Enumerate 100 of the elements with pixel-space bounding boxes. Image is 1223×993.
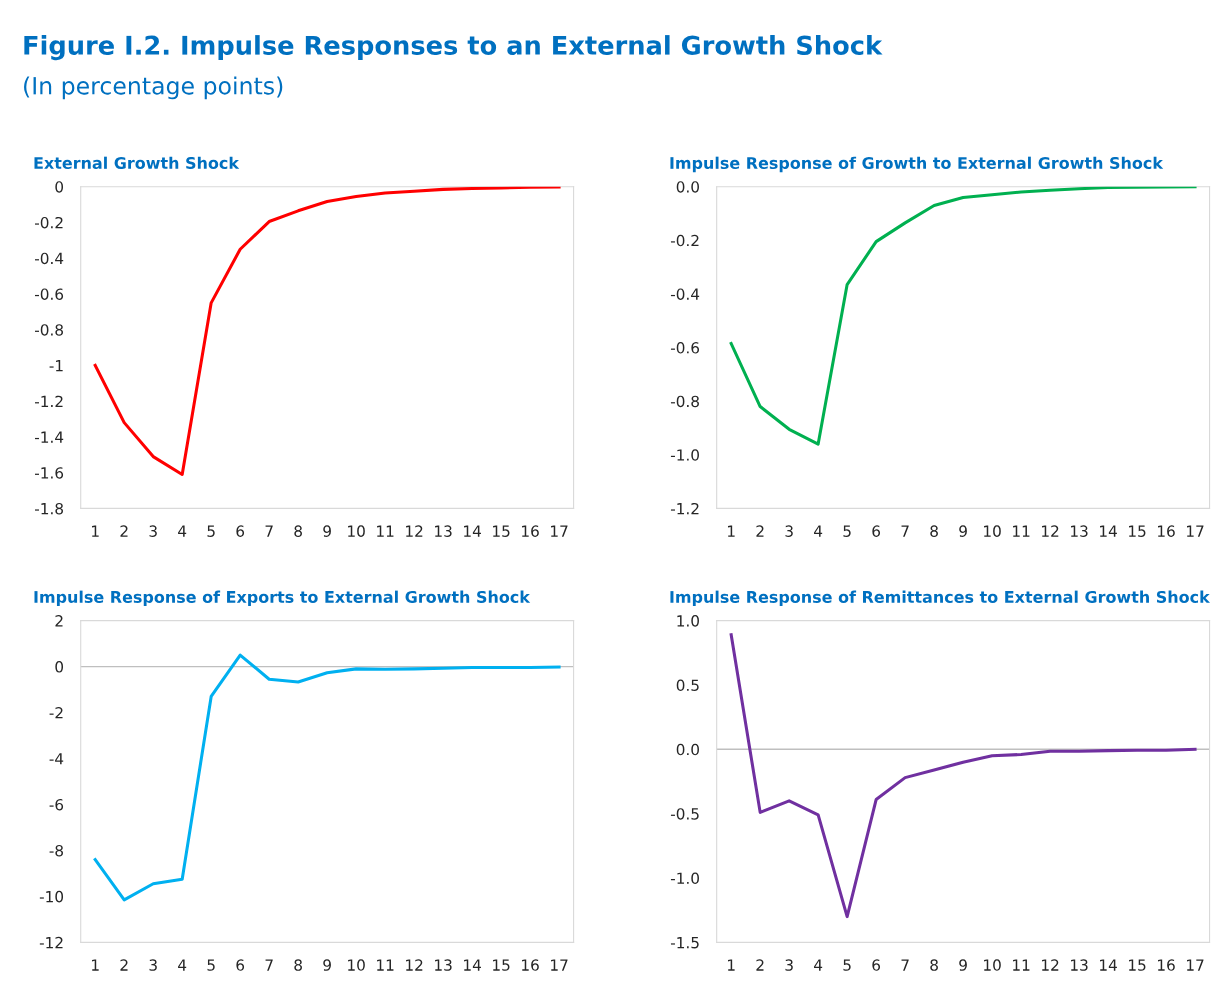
x-tick-label: 4 bbox=[178, 959, 187, 971]
x-tick-label: 7 bbox=[265, 525, 273, 537]
x-tick-label: 14 bbox=[464, 959, 481, 971]
x-tick-label: 2 bbox=[120, 525, 128, 537]
x-tick-label: 3 bbox=[785, 959, 793, 971]
x-tick-label: 11 bbox=[377, 525, 394, 537]
y-tick-label: -6 bbox=[49, 798, 64, 811]
x-tick-label: 14 bbox=[464, 525, 481, 537]
x-tick-label: 6 bbox=[872, 959, 881, 971]
x-tick-label: 3 bbox=[785, 525, 793, 537]
y-tick-label: -1.5 bbox=[670, 937, 699, 949]
x-tick-label: 5 bbox=[207, 959, 215, 971]
line-series bbox=[93, 186, 561, 476]
y-tick-label: -0.5 bbox=[670, 808, 699, 820]
x-tick-label: 9 bbox=[323, 525, 331, 537]
x-tick-label: 14 bbox=[1100, 959, 1117, 971]
line-series bbox=[93, 653, 561, 902]
y-tick-label: -0.6 bbox=[34, 288, 64, 300]
y-tick-label: -8 bbox=[49, 844, 64, 857]
x-tick-label: 6 bbox=[872, 525, 881, 537]
x-tick-label: 13 bbox=[1071, 959, 1088, 971]
x-tick-label: 4 bbox=[814, 959, 823, 971]
x-tick-label: 7 bbox=[901, 959, 909, 971]
x-tick-label: 3 bbox=[149, 525, 157, 537]
x-tick-label: 10 bbox=[348, 525, 365, 537]
y-tick-label: 0.5 bbox=[676, 679, 699, 691]
x-tick-label: 1 bbox=[727, 525, 735, 537]
y-tick-label: -1.4 bbox=[34, 431, 64, 443]
x-tick-label: 17 bbox=[1187, 959, 1204, 971]
y-tick-label: -1.2 bbox=[34, 395, 63, 407]
x-tick-label: 2 bbox=[756, 959, 764, 971]
y-tick-label: -0.8 bbox=[34, 324, 64, 336]
y-tick-label: -1 bbox=[49, 360, 63, 372]
y-tick-label: -12 bbox=[39, 936, 63, 949]
y-tick-label: 0.0 bbox=[676, 181, 699, 193]
x-tick-label: 8 bbox=[930, 959, 938, 971]
x-tick-label: 15 bbox=[1129, 525, 1146, 537]
x-tick-label: 4 bbox=[178, 525, 187, 537]
line-series bbox=[729, 633, 1197, 919]
y-tick-label: 0 bbox=[55, 181, 64, 193]
chart-title: Impulse Response of Exports to External Growth Shock bbox=[34, 590, 531, 607]
y-tick-label: -1.6 bbox=[34, 467, 64, 479]
y-tick-label: -4 bbox=[49, 753, 64, 765]
x-tick-label: 9 bbox=[959, 959, 967, 971]
x-tick-label: 8 bbox=[930, 525, 938, 537]
chart-title: External Growth Shock bbox=[34, 156, 240, 170]
x-tick-label: 14 bbox=[1100, 525, 1117, 537]
y-tick-label: -1.0 bbox=[670, 872, 699, 885]
x-tick-label: 9 bbox=[959, 525, 967, 537]
x-tick-label: 10 bbox=[984, 525, 1001, 537]
x-tick-label: 1 bbox=[92, 525, 99, 537]
x-tick-label: 1 bbox=[92, 959, 99, 971]
y-tick-label: -0.8 bbox=[670, 395, 699, 408]
x-tick-label: 9 bbox=[323, 959, 331, 971]
y-tick-label: -1.2 bbox=[670, 502, 699, 515]
x-tick-label: 16 bbox=[1158, 525, 1175, 537]
x-tick-label: 7 bbox=[901, 525, 909, 537]
y-tick-label: -0.2 bbox=[670, 234, 699, 247]
x-tick-label: 15 bbox=[493, 525, 510, 537]
chart-title: Impulse Response of Remittances to External Growth Shock bbox=[670, 590, 1211, 607]
text: Figure I.2. Impulse Responses to an External Growth Shock bbox=[24, 35, 883, 61]
x-tick-label: 13 bbox=[435, 959, 452, 971]
x-tick-label: 5 bbox=[843, 525, 851, 537]
y-tick-label: -0.2 bbox=[34, 216, 63, 229]
x-tick-label: 16 bbox=[522, 525, 539, 537]
x-tick-label: 7 bbox=[265, 959, 273, 971]
x-tick-label: 16 bbox=[522, 959, 539, 971]
y-tick-label: -0.4 bbox=[34, 252, 64, 265]
x-tick-label: 6 bbox=[236, 525, 245, 537]
x-tick-label: 2 bbox=[120, 959, 128, 971]
text: (In percentage points) bbox=[24, 76, 283, 100]
x-tick-label: 10 bbox=[984, 959, 1001, 971]
y-tick-label: -1.0 bbox=[670, 449, 699, 461]
x-tick-label: 17 bbox=[551, 525, 568, 537]
x-tick-label: 15 bbox=[493, 959, 510, 971]
x-tick-label: 12 bbox=[1042, 959, 1059, 971]
x-tick-label: 1 bbox=[727, 959, 735, 971]
x-tick-label: 11 bbox=[1013, 959, 1030, 971]
x-tick-label: 12 bbox=[406, 959, 423, 971]
x-tick-label: 10 bbox=[348, 959, 365, 971]
x-tick-label: 5 bbox=[843, 959, 851, 971]
y-tick-label: 1.0 bbox=[677, 615, 699, 627]
y-tick-label: 0.0 bbox=[676, 743, 699, 756]
y-tick-label: -1.8 bbox=[34, 502, 64, 515]
x-tick-label: 6 bbox=[236, 959, 245, 971]
x-tick-label: 8 bbox=[294, 525, 302, 537]
y-tick-label: -0.6 bbox=[670, 342, 700, 354]
x-tick-label: 5 bbox=[207, 525, 215, 537]
line-series bbox=[729, 186, 1197, 446]
y-tick-label: -10 bbox=[39, 890, 64, 903]
y-tick-label: 0 bbox=[55, 661, 64, 673]
x-tick-label: 11 bbox=[377, 959, 394, 971]
chart-title: Impulse Response of Growth to External Growth Shock bbox=[670, 156, 1164, 173]
x-tick-label: 13 bbox=[435, 525, 452, 537]
x-tick-label: 8 bbox=[294, 959, 302, 971]
x-tick-label: 3 bbox=[149, 959, 157, 971]
x-tick-label: 11 bbox=[1013, 525, 1030, 537]
x-tick-label: 4 bbox=[814, 525, 823, 537]
y-tick-label: -2 bbox=[49, 707, 63, 719]
x-tick-label: 12 bbox=[406, 525, 423, 537]
